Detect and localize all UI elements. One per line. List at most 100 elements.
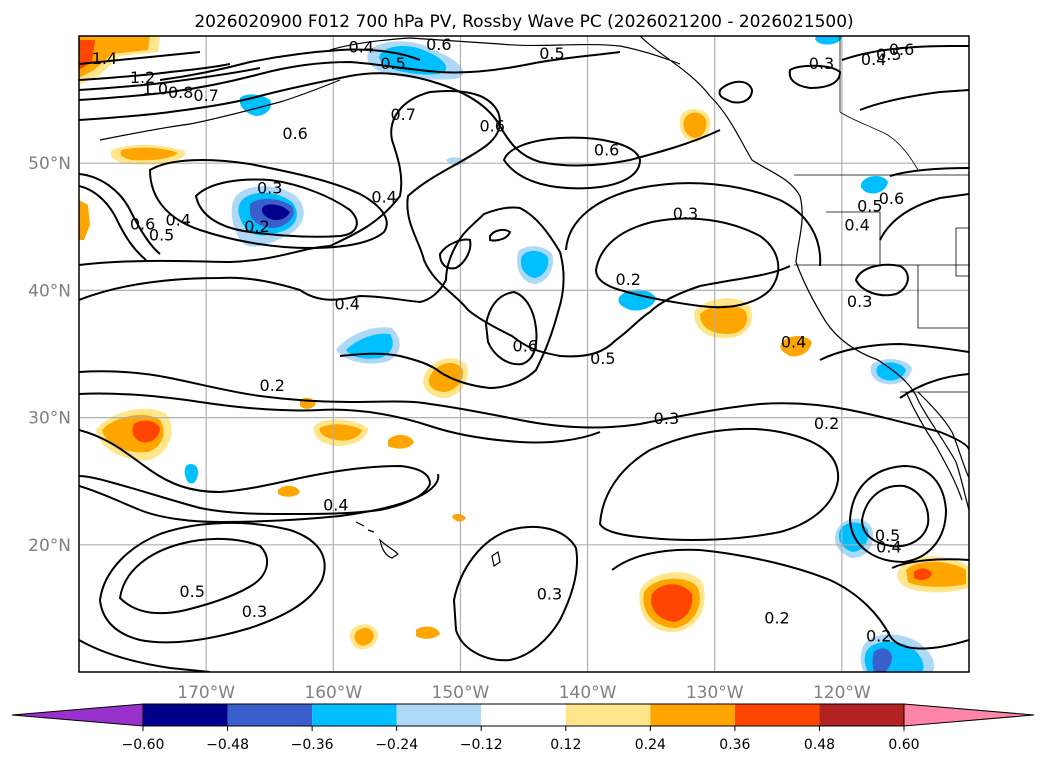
island-small: [491, 551, 501, 567]
contour-label: 0.5: [149, 226, 174, 245]
fill-negative-156w: [346, 333, 393, 359]
contour-label-text: 0.4: [876, 537, 901, 556]
colorbar-tick-label: −0.24: [375, 737, 418, 753]
contour-label-text: 0.4: [349, 37, 374, 56]
contour-label-text: 0.5: [875, 526, 900, 545]
contour-label: 0.3: [809, 54, 834, 73]
contour-label-text: 0.4: [323, 495, 348, 514]
contour-label: 0.6: [479, 116, 504, 135]
colorbar-tick-label: −0.36: [291, 737, 334, 753]
contour-label: 0.6: [879, 189, 904, 208]
contour-label: 0.3: [257, 179, 282, 198]
contour-label-text: 0.4: [861, 50, 886, 69]
fill-negative-bottom-right-core: [872, 648, 892, 672]
contour-0.6-north: [79, 72, 721, 167]
contour-0.5-bottom-left: [118, 537, 269, 615]
border-idaho: [955, 227, 969, 277]
colorbar-tick-label: 0.48: [804, 737, 835, 753]
fill-negative-171w: [184, 464, 198, 484]
contour-label-text: 0.6: [130, 214, 155, 233]
contour-label-text: 0.5: [179, 582, 204, 601]
contour-label-text: 0.7: [390, 105, 415, 124]
contour-label-text: 0.8: [168, 83, 193, 102]
contour-0.2-east-oval: [598, 427, 840, 541]
contour-label: 0.5: [179, 582, 204, 601]
contour-label-text: 0.6: [594, 140, 619, 159]
contour-label: 0.5: [876, 45, 901, 64]
colorbar-tick-label: −0.12: [460, 737, 503, 753]
contour-label: 0.3: [242, 602, 267, 621]
contour-0.5-southeast: [860, 484, 930, 548]
contour-label: 0.3: [537, 584, 562, 603]
y-tick-label: 20°N: [28, 536, 71, 556]
x-tick-label: 170°W: [177, 683, 235, 703]
contour-label: 0.6: [426, 35, 451, 54]
contour-0.3-northeast: [841, 45, 969, 61]
contour-label: 0.6: [513, 336, 538, 355]
fill-positive-150w-21n: [452, 513, 466, 522]
contour-0.5-north: [79, 51, 621, 101]
coastline-alaska: [329, 37, 681, 65]
contour-label: 0.2: [764, 609, 789, 628]
contour-label: 0.2: [244, 217, 269, 236]
coastlines: [99, 36, 969, 567]
contour-label: 0.3: [654, 409, 679, 428]
colorbar-segment: [227, 704, 313, 726]
contour-label: 0.5: [380, 54, 405, 73]
coastline-aleutians: [99, 79, 341, 141]
fill-negative-top-right: [815, 36, 842, 45]
contour-label-text: 0.5: [876, 45, 901, 64]
contour-label: 0.4: [876, 537, 901, 556]
contour-label-text: 0.4: [371, 188, 396, 207]
fill-positive-155w: [354, 627, 374, 646]
contour-0.7-north: [159, 48, 421, 81]
contour-label: 0.6: [282, 124, 307, 143]
x-tick-label: 120°W: [813, 683, 871, 703]
fill-positive-154w: [388, 434, 414, 449]
contour-label-text: 0.5: [380, 54, 405, 73]
contour-label: 1.0: [143, 79, 168, 98]
fill-positive-135w-core: [651, 584, 693, 622]
colorbar-extend-max: [903, 703, 1035, 727]
gridlines: [79, 36, 969, 672]
contour-0.3-west: [194, 178, 358, 238]
contour-label-text: 0.2: [260, 376, 285, 395]
contour-label-text: 0.2: [866, 626, 891, 645]
contour-label-text: 0.6: [426, 35, 451, 54]
contour-1.0-north: [79, 63, 231, 81]
coastline-baja-west: [905, 391, 963, 501]
contour-label-text: 0.4: [165, 210, 190, 229]
fill-positive-164w: [278, 485, 300, 497]
fill-negative-117w: [860, 176, 888, 194]
contour-label-text: 0.6: [889, 40, 914, 59]
fill-positive-113w: [906, 561, 966, 587]
contour-label-text: 0.3: [809, 54, 834, 73]
contour-label-text: 0.5: [539, 44, 564, 63]
contour-0.3-mexico: [891, 558, 969, 569]
contour-label-text: 0.6: [282, 124, 307, 143]
y-tick-label: 50°N: [28, 154, 71, 174]
contour-label: 0.2: [260, 376, 285, 395]
colorbar-segment: [819, 704, 904, 726]
pv-contours: [79, 45, 969, 672]
contour-label-text: 0.3: [537, 584, 562, 603]
contour-label: 0.5: [857, 196, 882, 215]
contour-label-text: 0.3: [242, 602, 267, 621]
fill-positive-113w-core: [914, 568, 932, 581]
colorbar-segment: [650, 704, 735, 726]
y-tick-label: 40°N: [28, 281, 71, 301]
x-axis: 170°W 160°W 150°W 140°W 130°W 120°W: [177, 683, 871, 703]
contour-label-text: 0.4: [781, 333, 806, 352]
contour-0.3-bottom-left: [79, 639, 211, 672]
coastline-baja-gulf: [917, 391, 969, 479]
contour-label: 1.2: [130, 68, 155, 87]
contour-label-text: 0.3: [847, 292, 872, 311]
contour-label-text: 0.2: [616, 270, 641, 289]
contour-label: 0.4: [781, 333, 806, 352]
contour-label: 0.6: [594, 140, 619, 159]
contour-label-text: 1.2: [130, 68, 155, 87]
contour-label: 0.7: [193, 86, 218, 105]
fill-negative-118w: [876, 362, 906, 381]
contour-0.6-west: [79, 173, 161, 255]
